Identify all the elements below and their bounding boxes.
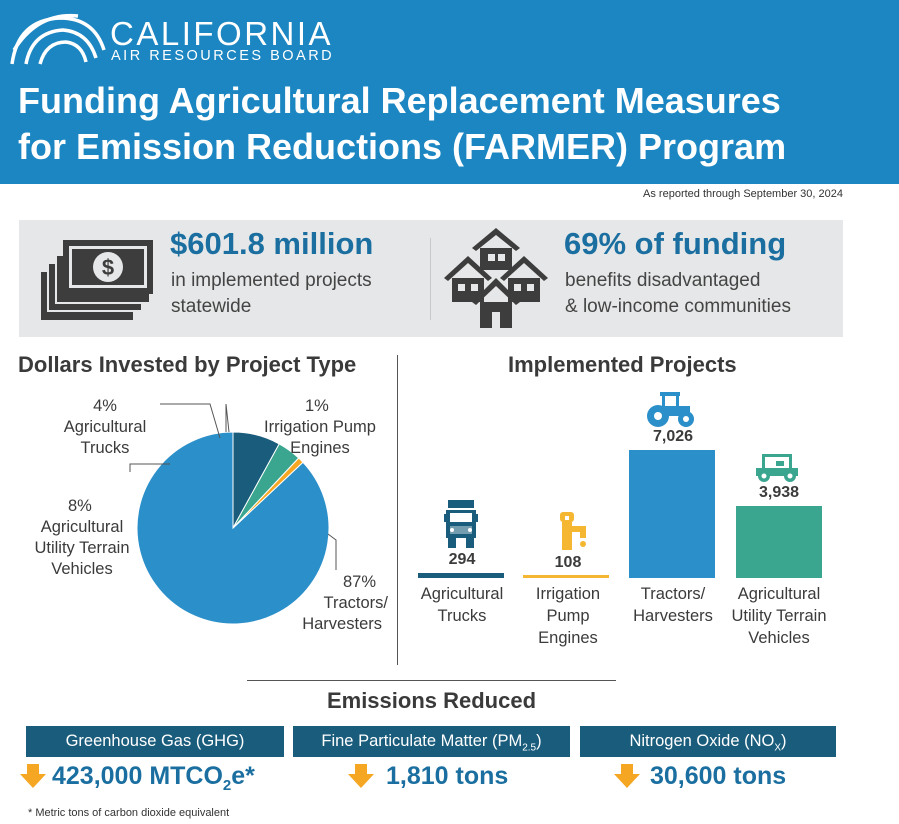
ghg-down-arrow-icon (20, 764, 46, 788)
utv-icon (756, 454, 798, 482)
pie-label-tractors: 87% Tractors/ Harvesters (292, 572, 392, 635)
pm-value: 1,810 tons (386, 762, 509, 790)
pie-label-trucks-line1: Agricultural (63, 418, 147, 436)
bar-label-pump-line3: Engines (538, 629, 598, 647)
header-banner: CALIFORNIA AIR RESOURCES BOARD Funding A… (0, 0, 899, 184)
bar-value-pump: 108 (554, 554, 582, 571)
dac-description: benefits disadvantaged & low-income comm… (565, 268, 791, 320)
pie-label-trucks: 4% Agricultural Trucks (40, 396, 170, 459)
pm-down-arrow-icon (348, 764, 374, 788)
bar-label-tractors-line2: Harvesters (633, 607, 713, 625)
bar-label-pump-line1: Irrigation (535, 585, 601, 603)
pump-icon (560, 512, 586, 550)
stats-panel: $ $601.8 million in implemented projects… (19, 220, 843, 337)
bar-label-utv-line1: Agricultural (737, 585, 821, 603)
stats-divider (430, 238, 431, 320)
pie-leader-line-2 (129, 463, 170, 472)
emissions-divider (247, 680, 616, 681)
ghg-label: Greenhouse Gas (GHG) (26, 726, 284, 757)
dac-desc-line-1: benefits disadvantaged (565, 270, 761, 291)
pie-leader-line-0 (327, 533, 337, 570)
bar-1 (523, 575, 609, 578)
pie-label-trucks-pct: 4% (93, 397, 117, 415)
tractor-icon (647, 392, 694, 427)
bar-label-utv-line2: Utility Terrain (731, 607, 827, 625)
bar-chart-title: Implemented Projects (508, 352, 737, 377)
bar-value-tractors: 7,026 (652, 428, 694, 445)
pm-label-text: Fine Particulate Matter (PM (321, 732, 523, 750)
dac-desc-line-2: & low-income communities (565, 296, 791, 317)
pie-leader-line-1 (160, 403, 221, 439)
svg-text:$: $ (102, 255, 114, 280)
bar-label-pump: Irrigation Pump Engines (516, 583, 620, 649)
pie-label-utv-line2: Utility Terrain (34, 539, 130, 557)
bar-label-trucks: Agricultural Trucks (410, 583, 514, 627)
bar-value-utv: 3,938 (758, 484, 800, 501)
bar-0 (418, 573, 504, 578)
ghg-value: 423,000 MTCO2e* (52, 762, 255, 794)
funding-total: $601.8 million (170, 226, 374, 261)
org-name: CALIFORNIA (110, 15, 334, 52)
pm-label-subscript: 2.5 (522, 742, 537, 754)
pie-label-pump-line2: Engines (290, 439, 350, 457)
footnote: * Metric tons of carbon dioxide equivale… (28, 807, 230, 819)
nox-down-arrow-icon (614, 764, 640, 788)
ghg-value-text: 423,000 MTCO (52, 762, 223, 790)
nox-value: 30,600 tons (650, 762, 787, 790)
emissions-title: Emissions Reduced (326, 688, 537, 713)
houses-icon (444, 228, 548, 328)
pie-label-utv-line1: Agricultural (40, 518, 124, 536)
bar-label-utv: Agricultural Utility Terrain Vehicles (720, 583, 838, 649)
pm-label-close: ) (536, 732, 542, 750)
pie-label-pump-line1: Irrigation Pump (264, 418, 376, 436)
pie-label-pump-pct: 1% (305, 397, 329, 415)
pie-slice-0 (136, 431, 330, 625)
funding-description: in implemented projects statewide (171, 268, 372, 320)
bar-3 (736, 506, 822, 578)
ghg-value-suffix: e* (231, 762, 255, 790)
pie-chart-title: Dollars Invested by Project Type (18, 352, 357, 377)
ghg-label-text: Greenhouse Gas (GHG) (65, 732, 245, 750)
pie-label-utv: 8% Agricultural Utility Terrain Vehicles (14, 496, 150, 580)
funding-desc-line-1: in implemented projects (171, 270, 372, 291)
carb-logo-icon (10, 13, 106, 65)
bar-label-pump-line2: Pump (546, 607, 590, 625)
bar-label-tractors-line1: Tractors/ (640, 585, 706, 603)
page-title: Funding Agricultural Replacement Measure… (18, 78, 898, 170)
title-line-1: Funding Agricultural Replacement Measure… (18, 80, 781, 121)
nox-label: Nitrogen Oxide (NOX) (580, 726, 836, 757)
bar-value-trucks: 294 (448, 551, 476, 568)
pie-chart (129, 403, 337, 625)
pie-label-tractors-line1: Tractors/ (323, 594, 388, 612)
truck-icon (444, 500, 478, 548)
pm-label: Fine Particulate Matter (PM2.5) (293, 726, 570, 757)
bar-label-utv-line3: Vehicles (748, 629, 810, 647)
org-subtitle: AIR RESOURCES BOARD (111, 48, 335, 64)
nox-label-subscript: X (774, 742, 782, 754)
pie-slice-3 (232, 457, 304, 529)
money-icon: $ (41, 240, 153, 320)
as-of-date: As reported through September 30, 2024 (643, 188, 843, 200)
pie-label-tractors-line2: Harvesters (302, 615, 382, 633)
pie-label-trucks-line2: Trucks (80, 439, 130, 457)
pie-label-pump: 1% Irrigation Pump Engines (250, 396, 390, 459)
ghg-value-subscript: 2 (222, 777, 232, 794)
title-line-2: for Emission Reductions (FARMER) Program (18, 126, 787, 167)
pie-label-utv-line3: Vehicles (51, 560, 113, 578)
bar-label-tractors: Tractors/ Harvesters (622, 583, 724, 627)
pie-leader-line-3 (225, 403, 230, 433)
bar-label-trucks-line2: Trucks (437, 607, 487, 625)
pie-label-tractors-pct: 87% (342, 573, 376, 591)
section-divider (397, 355, 398, 665)
bar-2 (629, 450, 715, 578)
nox-label-text: Nitrogen Oxide (NO (629, 732, 775, 750)
pie-label-utv-pct: 8% (68, 497, 92, 515)
dac-funding-share: 69% of funding (564, 226, 787, 261)
funding-desc-line-2: statewide (171, 296, 252, 317)
bar-label-trucks-line1: Agricultural (420, 585, 504, 603)
nox-label-close: ) (781, 732, 787, 750)
